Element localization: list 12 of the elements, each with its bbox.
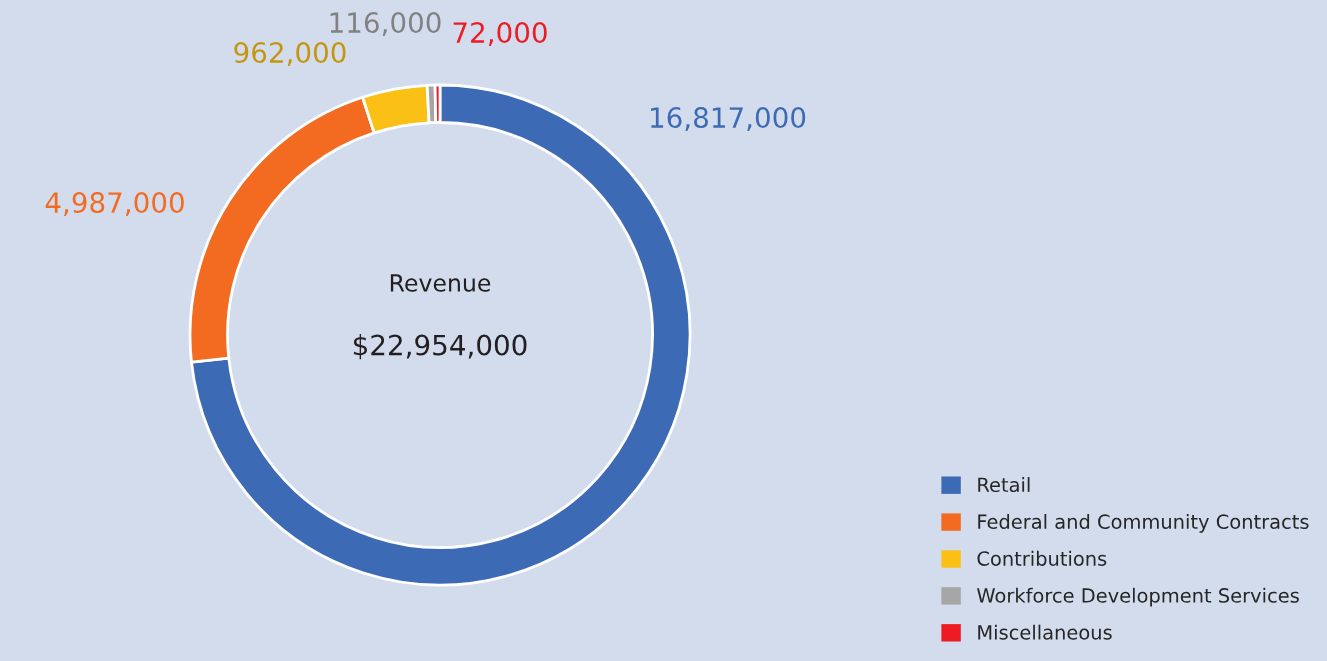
legend-label: Contributions [977, 550, 1107, 566]
data-label: 72,000 [453, 22, 547, 46]
data-label: 116,000 [330, 12, 441, 36]
legend-label: Federal and Community Contracts [978, 513, 1309, 533]
text: $22,954,000 [353, 334, 527, 360]
legend-label: Workforce Development Services [977, 587, 1299, 607]
text: Revenue [390, 274, 491, 292]
legend-label: Retail [978, 477, 1030, 493]
data-label: 16,817,000 [651, 107, 806, 131]
data-label: 962,000 [234, 42, 346, 66]
legend-label: Miscellaneous [978, 624, 1112, 640]
data-label: 4,987,000 [45, 192, 184, 216]
